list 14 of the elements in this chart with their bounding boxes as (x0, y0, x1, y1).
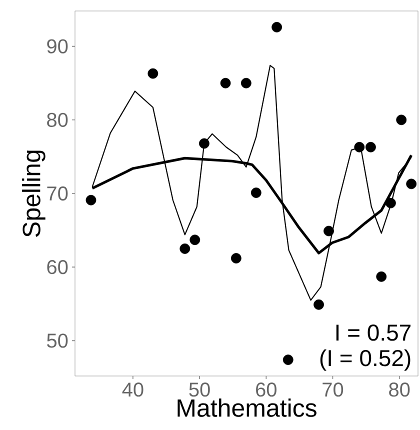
annotation: (I = 0.52) (320, 349, 410, 371)
x-tick-label: 60 (256, 382, 276, 397)
y-tick-label: 50 (47, 334, 68, 348)
y-tick-label: 60 (47, 260, 68, 274)
x-tick-label: 50 (189, 382, 210, 397)
x-axis-title: Mathematics (178, 398, 316, 417)
y-tick-label: 90 (47, 39, 68, 54)
y-axis-title: Spelling (22, 150, 46, 237)
y-tick-label: 80 (47, 112, 68, 127)
y-tick-label: 70 (47, 186, 68, 201)
annotation: I = 0.57 (336, 324, 410, 341)
x-tick-label: 40 (122, 382, 144, 397)
x-tick-label: 70 (322, 382, 344, 397)
x-tick-label: 80 (389, 382, 410, 397)
